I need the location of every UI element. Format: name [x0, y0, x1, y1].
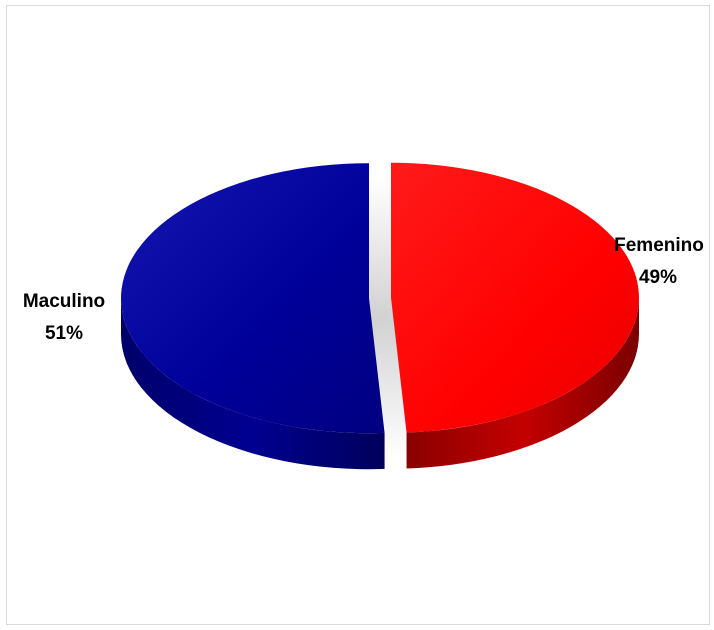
pie-slice-maculino — [121, 163, 385, 470]
pie-slice-maculino-top — [121, 163, 385, 434]
data-label-femenino-name: Femenino — [614, 235, 704, 256]
pie-slice-femenino-top — [390, 162, 639, 433]
data-label-maculino: Maculino 51% — [23, 291, 105, 344]
data-label-maculino-percent: 51% — [45, 323, 83, 344]
data-label-maculino-name: Maculino — [23, 291, 105, 312]
data-label-femenino-percent: 49% — [639, 267, 677, 288]
pie-slice-femenino-side — [406, 297, 639, 469]
pie-slice-maculino-side — [121, 298, 385, 470]
data-label-femenino: Femenino 49% — [614, 235, 704, 288]
pie-slices — [121, 162, 639, 470]
pie-slice-femenino — [390, 162, 639, 469]
